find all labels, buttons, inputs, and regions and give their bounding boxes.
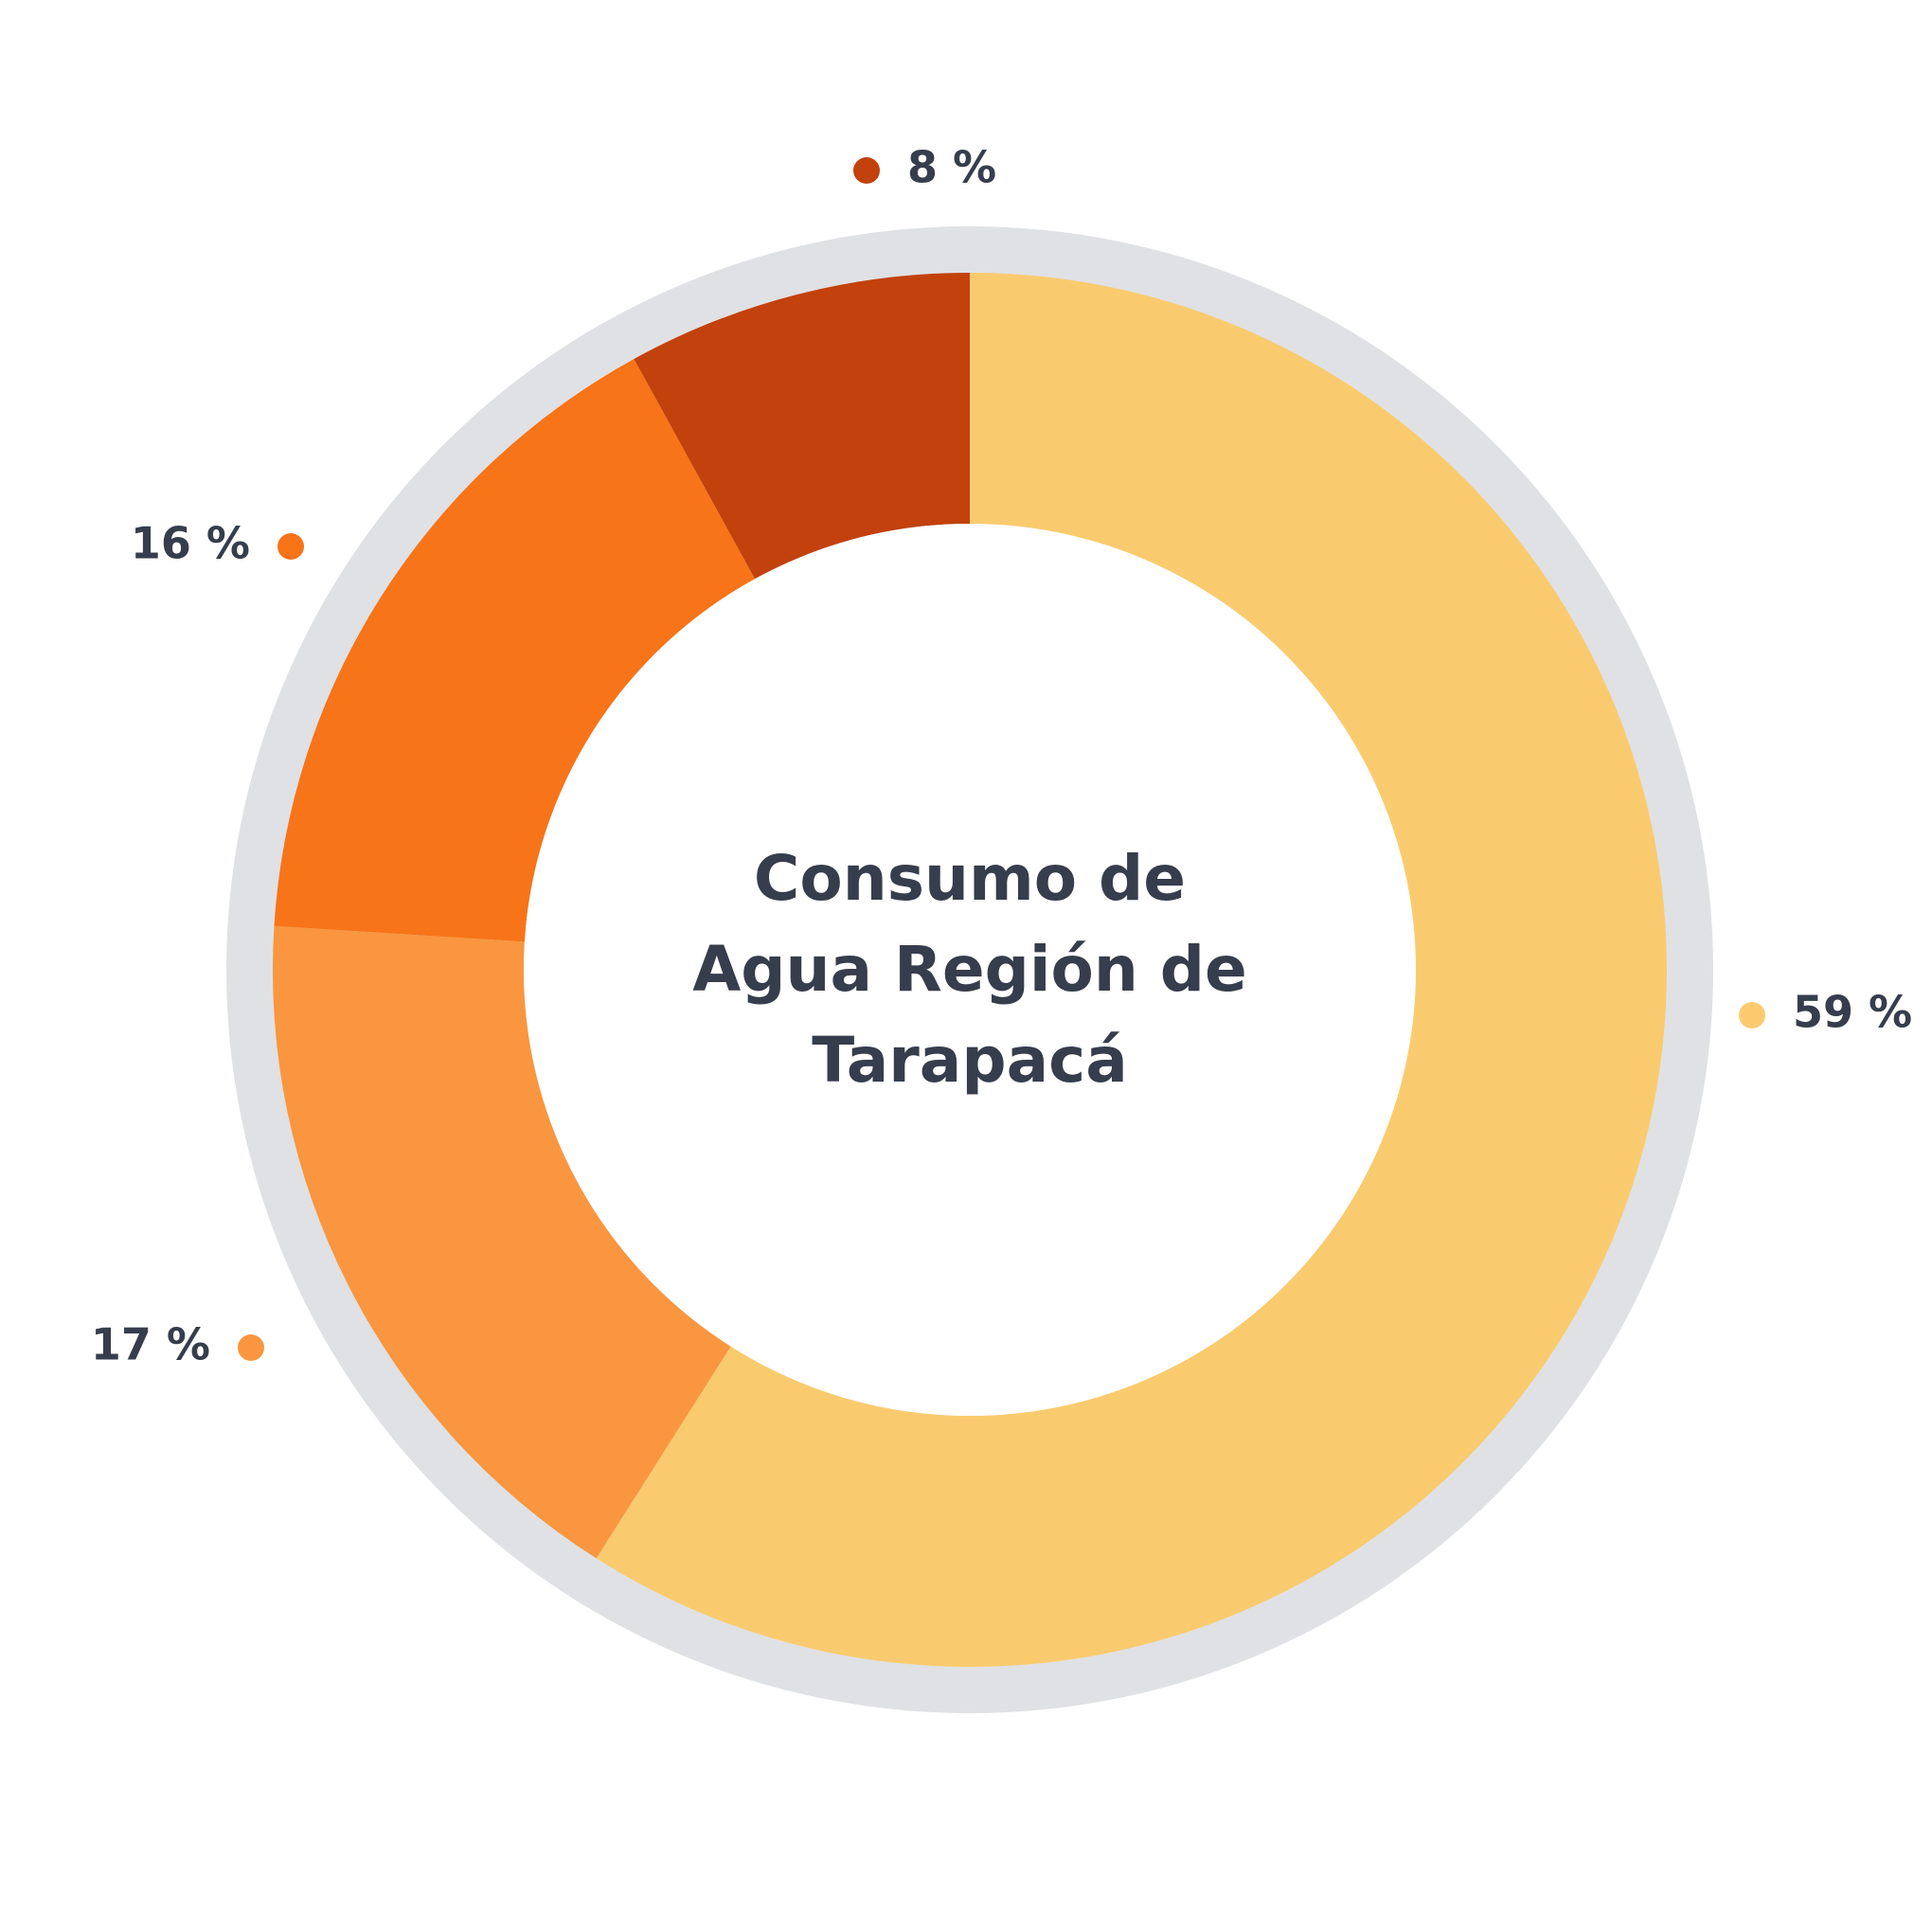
label-dot [238, 1334, 264, 1361]
label-dot [1739, 1002, 1765, 1029]
donut-segment [634, 273, 970, 580]
value-label: 8 % [907, 142, 996, 193]
value-label: 17 % [91, 1319, 210, 1370]
value-label: 16 % [131, 518, 250, 569]
chart-title: Consumo de Agua Región de Tarapacá [692, 842, 1247, 1097]
value-label: 59 % [1793, 987, 1912, 1038]
donut-segment [274, 359, 756, 942]
donut-segment [596, 273, 1668, 1668]
label-dot [853, 157, 880, 184]
donut-segment [272, 925, 731, 1559]
donut-hole [524, 524, 1416, 1416]
label-dot [277, 533, 304, 560]
